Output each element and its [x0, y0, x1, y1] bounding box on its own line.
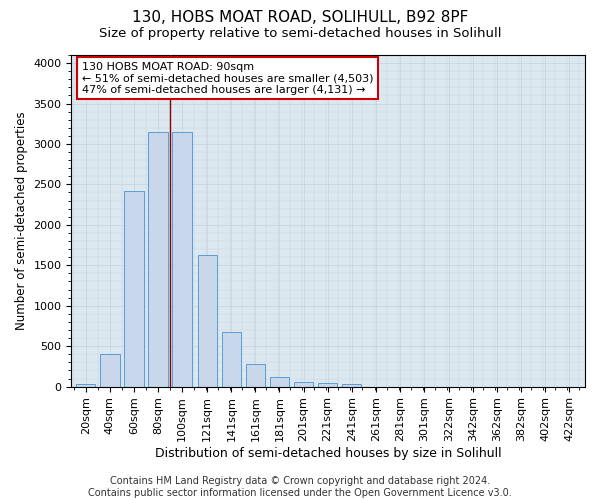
Bar [294, 382, 313, 386]
Bar [270, 377, 289, 386]
Bar [172, 132, 191, 386]
Text: Contains HM Land Registry data © Crown copyright and database right 2024.
Contai: Contains HM Land Registry data © Crown c… [88, 476, 512, 498]
Y-axis label: Number of semi-detached properties: Number of semi-detached properties [15, 112, 28, 330]
Bar [148, 132, 167, 386]
Bar [197, 255, 217, 386]
Bar [246, 364, 265, 386]
Bar [100, 354, 119, 386]
Text: 130, HOBS MOAT ROAD, SOLIHULL, B92 8PF: 130, HOBS MOAT ROAD, SOLIHULL, B92 8PF [132, 10, 468, 25]
Bar [76, 384, 95, 386]
Bar [342, 384, 361, 386]
Text: Size of property relative to semi-detached houses in Solihull: Size of property relative to semi-detach… [99, 28, 501, 40]
Bar [318, 384, 337, 386]
Text: 130 HOBS MOAT ROAD: 90sqm
← 51% of semi-detached houses are smaller (4,503)
47% : 130 HOBS MOAT ROAD: 90sqm ← 51% of semi-… [82, 62, 373, 95]
X-axis label: Distribution of semi-detached houses by size in Solihull: Distribution of semi-detached houses by … [155, 447, 502, 460]
Bar [124, 191, 143, 386]
Bar [222, 332, 241, 386]
